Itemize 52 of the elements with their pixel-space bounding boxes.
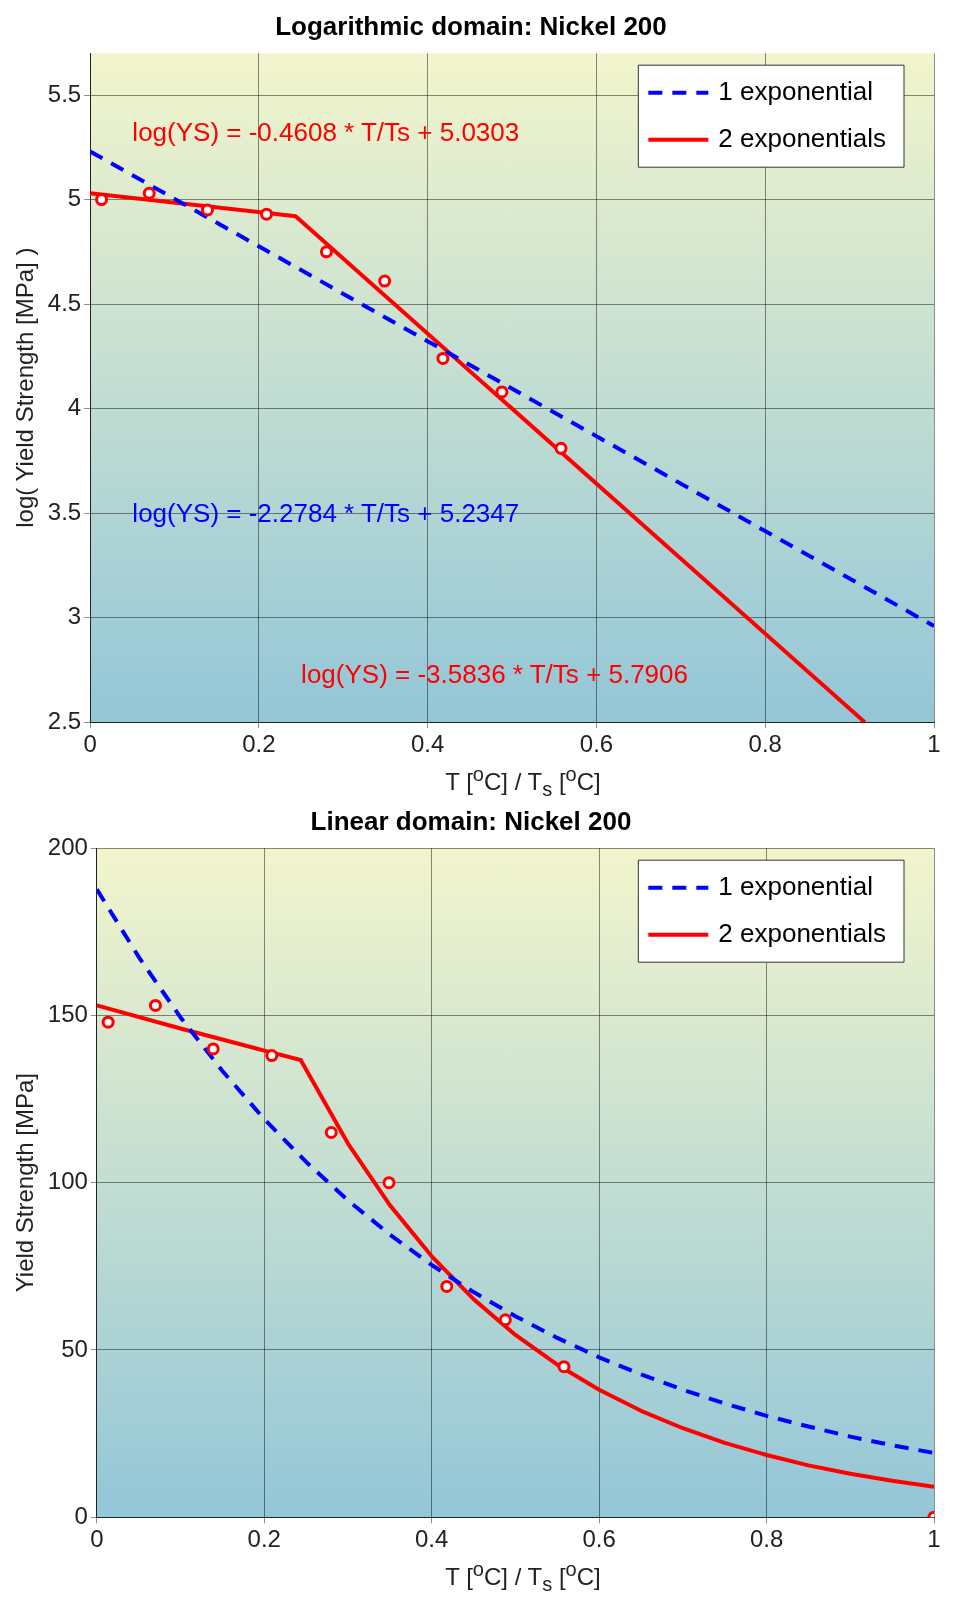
x-tick-label: 0.4 <box>415 1525 449 1553</box>
x-tick-label: 0.8 <box>749 1525 784 1553</box>
x-tick-label: 1 <box>927 730 941 758</box>
y-tick-label: 50 <box>61 1334 88 1362</box>
chart-title: Logarithmic domain: Nickel 200 <box>275 10 667 41</box>
x-tick-label: 1 <box>927 1525 941 1553</box>
annotation: log(YS) = -3.5836 * T/Ts + 5.7906 <box>301 658 688 689</box>
x-tick-label: 0.6 <box>579 730 614 758</box>
legend-label: 2 exponentials <box>718 122 887 153</box>
y-tick-label: 3.5 <box>47 497 82 525</box>
y-axis-title: log( Yield Strength [MPa] ) <box>11 247 39 528</box>
point <box>440 1279 454 1293</box>
y-tick-label: 2.5 <box>47 706 82 734</box>
y-tick-label: 5.5 <box>47 79 82 107</box>
point <box>319 245 333 259</box>
y-tick-label: 100 <box>47 1167 88 1195</box>
point <box>382 1176 396 1190</box>
point <box>378 274 392 288</box>
chart-title: Linear domain: Nickel 200 <box>310 805 632 836</box>
y-tick-label: 200 <box>47 832 88 860</box>
x-axis-title: T [$^{o}$C] / T$_{s}$ [$^{o}$C] <box>444 763 602 802</box>
y-tick-label: 4 <box>67 393 82 421</box>
point <box>148 998 162 1012</box>
y-tick-label: 5 <box>67 184 82 212</box>
y-tick-label: 4.5 <box>47 288 82 316</box>
point <box>265 1049 279 1063</box>
point <box>206 1042 220 1056</box>
y-tick-label: 0 <box>74 1501 88 1529</box>
x-tick-label: 0.8 <box>748 730 782 758</box>
legend-label: 1 exponential <box>718 75 874 106</box>
x-tick-label: 0.2 <box>247 1525 281 1553</box>
legend-label: 2 exponentials <box>718 917 887 948</box>
y-axis-title: Yield Strength [MPa] <box>11 1073 39 1293</box>
x-tick-label: 0.4 <box>411 730 445 758</box>
x-tick-label: 0.2 <box>242 730 276 758</box>
point <box>498 1313 512 1327</box>
annotation: log(YS) = -0.4608 * T/Ts + 5.0303 <box>132 116 520 147</box>
point <box>495 385 509 399</box>
legend-label: 1 exponential <box>718 870 874 901</box>
y-tick-label: 3 <box>67 602 82 630</box>
point <box>436 351 450 365</box>
x-tick-label: 0.6 <box>582 1525 616 1553</box>
point <box>557 1360 571 1374</box>
x-axis-title: T [$^{o}$C] / T$_{s}$ [$^{o}$C] <box>444 1558 602 1597</box>
point <box>101 1015 115 1029</box>
point <box>260 207 274 221</box>
y-tick-label: 150 <box>47 1000 88 1028</box>
point <box>200 203 214 217</box>
point <box>324 1126 338 1140</box>
point <box>554 441 568 455</box>
point <box>142 186 156 200</box>
annotation: log(YS) = -2.2784 * T/Ts + 5.2347 <box>132 497 520 528</box>
